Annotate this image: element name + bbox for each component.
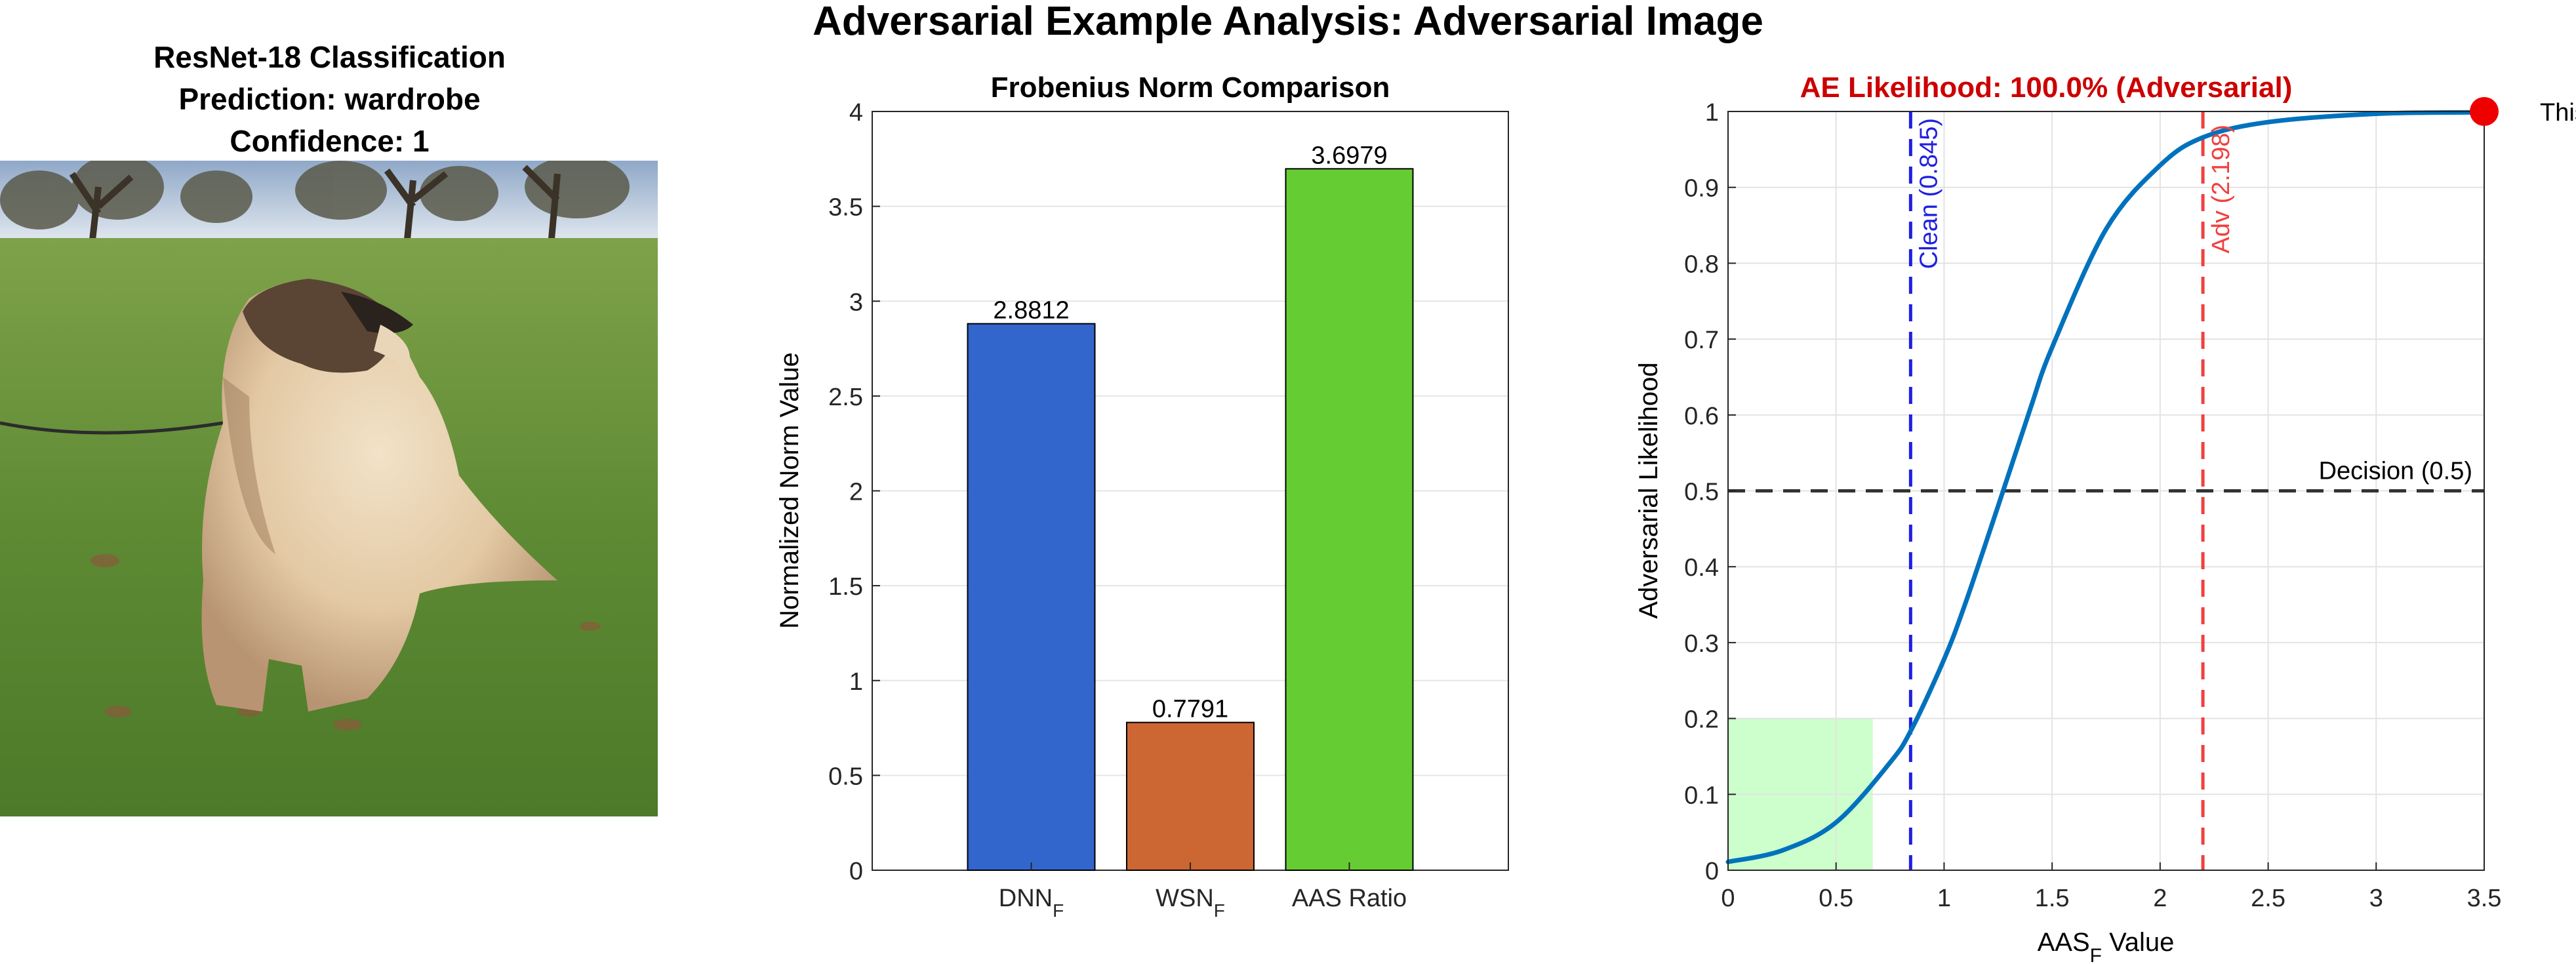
line-xtick-label: 0.5 bbox=[1819, 885, 1853, 912]
decision-label: Decision (0.5) bbox=[2319, 458, 2472, 485]
line-xtick-label: 2 bbox=[2153, 885, 2167, 912]
bar-ytick-label: 2 bbox=[849, 479, 863, 506]
xlabel-main: AAS bbox=[2038, 928, 2090, 957]
bar-chart-yticks: 0 0.5 1 1.5 2 2.5 3 3.5 4 bbox=[828, 99, 880, 885]
bar-ytick-label: 3 bbox=[849, 289, 863, 316]
bar-ytick-label: 3.5 bbox=[828, 194, 863, 222]
image-title-line-1: ResNet-18 Classification bbox=[153, 40, 506, 74]
this-image-label: This Image bbox=[2540, 99, 2576, 127]
line-ytick-label: 0.2 bbox=[1684, 706, 1719, 734]
bar-value-label: 2.8812 bbox=[993, 297, 1069, 325]
line-ytick-label: 0.8 bbox=[1684, 251, 1719, 278]
bar-3 bbox=[1285, 168, 1414, 871]
line-ytick-label: 0.1 bbox=[1684, 782, 1719, 809]
bar-value-label: 3.6979 bbox=[1311, 142, 1387, 169]
line-ytick-label: 0.9 bbox=[1684, 175, 1719, 203]
line-xtick-label: 0 bbox=[1721, 885, 1735, 912]
likelihood-chart-xlabel: AASF Value bbox=[2038, 928, 2175, 964]
image-title-line-3: Confidence: 1 bbox=[230, 124, 430, 158]
reference-lines bbox=[1728, 111, 2484, 870]
line-ytick-label: 0.7 bbox=[1684, 327, 1719, 354]
line-ytick-label: 0.6 bbox=[1684, 403, 1719, 430]
bar-ytick-label: 0.5 bbox=[828, 763, 863, 790]
image-panel: ResNet-18 Classification Prediction: war… bbox=[0, 36, 662, 823]
bar-chart-bars: 2.8812 0.7791 3.6979 bbox=[967, 142, 1414, 871]
bar-xtick-main: AAS Ratio bbox=[1292, 885, 1407, 912]
bar-xtick-label: AAS Ratio bbox=[1292, 885, 1407, 912]
figure-title: Adversarial Example Analysis: Adversaria… bbox=[813, 0, 1763, 44]
likelihood-chart-yticks: 0 0.1 0.2 0.3 0.4 0.5 0.6 0.7 0.8 0.9 1 bbox=[1684, 99, 1736, 885]
likelihood-chart-xticks: 0 0.5 1 1.5 2 2.5 3 3.5 bbox=[1721, 862, 2501, 912]
likelihood-chart-ylabel: Adversarial Likelihood bbox=[1634, 362, 1663, 618]
line-ytick-label: 0 bbox=[1705, 858, 1719, 885]
adv-line-label: Adv (2.198) bbox=[2207, 125, 2235, 253]
bar-value-label: 0.7791 bbox=[1152, 696, 1228, 723]
line-xtick-label: 1.5 bbox=[2035, 885, 2070, 912]
bar-ytick-label: 2.5 bbox=[828, 384, 863, 411]
image-title-line-2: Prediction: wardrobe bbox=[178, 82, 481, 116]
line-xtick-label: 2.5 bbox=[2251, 885, 2285, 912]
this-image-marker bbox=[2470, 97, 2499, 126]
bar-xtick-main: DNN bbox=[999, 885, 1053, 912]
bar-chart-ylabel: Normalized Norm Value bbox=[775, 352, 804, 629]
bar-ytick-label: 1.5 bbox=[828, 573, 863, 601]
bar-ytick-label: 1 bbox=[849, 668, 863, 696]
clean-line-label: Clean (0.845) bbox=[1915, 118, 1942, 269]
dog-photo-illustration bbox=[0, 161, 658, 816]
xlabel-sub: F bbox=[2090, 945, 2102, 964]
line-xtick-label: 1 bbox=[1937, 885, 1951, 912]
bar-xtick-label: WSNF bbox=[1156, 885, 1225, 921]
bar-ytick-label: 4 bbox=[849, 99, 863, 127]
bar-xtick-sub: F bbox=[1053, 900, 1064, 921]
likelihood-chart: AE Likelihood: 100.0% (Adversarial) 0 0.1… bbox=[1634, 71, 2576, 964]
line-ytick-label: 0.3 bbox=[1684, 630, 1719, 658]
bar-xtick-sub: F bbox=[1214, 900, 1225, 921]
line-ytick-label: 0.5 bbox=[1684, 479, 1719, 506]
bar-1 bbox=[967, 323, 1096, 871]
likelihood-chart-title: AE Likelihood: 100.0% (Adversarial) bbox=[1800, 71, 2293, 104]
line-xtick-label: 3.5 bbox=[2467, 885, 2502, 912]
dog-photo bbox=[0, 161, 658, 816]
line-ytick-label: 1 bbox=[1705, 99, 1719, 127]
line-ytick-label: 0.4 bbox=[1684, 554, 1719, 582]
likelihood-curve bbox=[1725, 110, 2487, 864]
bar-xtick-main: WSN bbox=[1156, 885, 1214, 912]
line-xtick-label: 3 bbox=[2369, 885, 2383, 912]
bar-ytick-label: 0 bbox=[849, 858, 863, 885]
bar-2 bbox=[1126, 721, 1255, 871]
likelihood-chart-annotations: Decision (0.5) Clean (0.845) Adv (2.198) Th… bbox=[1915, 97, 2576, 485]
bar-chart: Frobenius Norm Comparison 0 0.5 1 1.5 2 2.5 3 3… bbox=[775, 71, 1509, 921]
bar-xtick-label: DNNF bbox=[999, 885, 1064, 921]
bar-chart-title: Frobenius Norm Comparison bbox=[991, 71, 1390, 104]
bar-chart-xticks: DNNF WSNF AAS Ratio bbox=[999, 862, 1407, 921]
xlabel-rest: Value bbox=[2102, 928, 2174, 957]
